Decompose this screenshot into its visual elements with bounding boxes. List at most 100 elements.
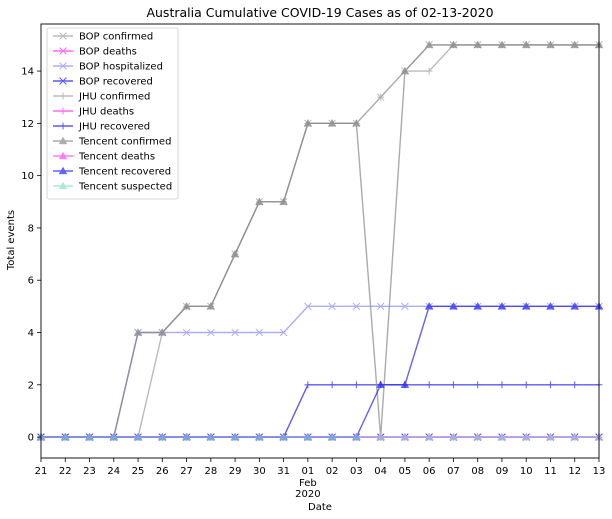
legend-label: Tencent deaths — [78, 152, 155, 163]
series-line — [41, 305, 599, 438]
series-tencent-confirmed — [36, 40, 604, 441]
data-point — [157, 432, 167, 441]
data-point — [546, 432, 555, 441]
data-point — [377, 93, 385, 101]
data-point — [207, 328, 215, 337]
x-tick-label: 30 — [253, 466, 266, 477]
data-point — [425, 67, 433, 75]
x-tick-label: 10 — [520, 466, 533, 477]
data-point — [60, 432, 70, 441]
y-tick-label: 14 — [21, 67, 34, 78]
y-tick-label: 4 — [28, 328, 34, 339]
data-point — [449, 301, 458, 310]
legend-swatch — [53, 122, 73, 130]
data-point — [328, 381, 336, 389]
x-tick-label: 26 — [156, 466, 169, 477]
y-tick-label: 10 — [21, 171, 34, 182]
legend-item: BOP hospitalized — [53, 62, 163, 73]
legend-item: JHU recovered — [53, 122, 150, 133]
data-point — [521, 301, 531, 310]
legend-item: Tencent confirmed — [53, 137, 171, 148]
x-tick-label: 27 — [180, 466, 193, 477]
x-tick-label: 02 — [326, 466, 339, 477]
data-point — [59, 122, 67, 130]
data-point — [230, 249, 240, 258]
x-tick-label: 23 — [83, 466, 96, 477]
series-line — [41, 44, 599, 438]
y-tick-label: 2 — [28, 380, 34, 391]
legend-label: Tencent suspected — [78, 182, 172, 193]
data-point — [474, 381, 482, 389]
data-point — [279, 197, 288, 205]
data-point — [400, 380, 410, 388]
legend-item: JHU confirmed — [53, 92, 150, 103]
plot-frame — [40, 23, 600, 459]
y-tick-label: 0 — [28, 433, 34, 444]
legend-label: BOP deaths — [79, 47, 137, 58]
legend-swatch — [53, 47, 73, 55]
data-point — [570, 301, 580, 310]
data-point — [255, 432, 264, 441]
x-tick-label: 06 — [423, 466, 436, 477]
data-point — [157, 328, 167, 336]
data-point — [425, 381, 433, 389]
data-point — [58, 181, 68, 190]
data-point — [400, 66, 410, 75]
y-tick-label: 12 — [21, 119, 34, 130]
x-tick-label: 22 — [59, 466, 72, 477]
data-point — [182, 328, 191, 337]
data-point — [424, 432, 434, 441]
legend-label: Tencent recovered — [78, 167, 171, 178]
legend-item: JHU deaths — [53, 107, 134, 118]
legend-label: JHU recovered — [78, 122, 150, 133]
data-point — [424, 301, 434, 310]
legend-swatch — [53, 151, 73, 160]
data-point — [182, 301, 191, 310]
data-point — [450, 381, 457, 389]
legend: BOP confirmed BOP deaths BOP hospitalized B… — [46, 27, 179, 200]
x-axis-label: Date — [308, 502, 332, 513]
x-tick-label: 05 — [399, 466, 412, 477]
legend-swatch — [53, 62, 73, 70]
data-point — [449, 432, 458, 441]
legend-item: BOP deaths — [53, 47, 137, 58]
x-tick-label: 24 — [107, 466, 120, 477]
data-point — [304, 381, 312, 389]
data-point — [352, 381, 360, 389]
x-tick-sublabel: Feb — [299, 478, 317, 489]
y-axis-label: Total events — [6, 210, 17, 271]
data-point — [231, 328, 239, 337]
series-line — [41, 305, 599, 438]
y-tick-label: 6 — [28, 276, 34, 287]
data-point — [58, 151, 68, 160]
legend-item: Tencent recovered — [53, 167, 171, 178]
x-tick-label: 09 — [496, 466, 509, 477]
data-point — [521, 432, 531, 441]
series-layer — [36, 40, 604, 441]
x-tick-label: 01 — [302, 466, 315, 477]
data-point — [352, 302, 361, 311]
legend-swatch — [53, 136, 73, 145]
data-point — [58, 136, 68, 145]
data-point — [304, 302, 312, 311]
data-point — [498, 381, 506, 389]
data-point — [255, 328, 264, 337]
data-point — [279, 328, 288, 337]
legend-swatch — [53, 166, 73, 175]
data-point — [522, 381, 530, 389]
x-tick-label: 07 — [447, 466, 460, 477]
data-point — [376, 380, 385, 388]
data-point — [352, 118, 361, 127]
y-tick-label: 8 — [28, 223, 34, 234]
data-point — [546, 301, 555, 310]
data-point — [59, 107, 67, 115]
data-point — [255, 197, 264, 205]
legend-item: BOP confirmed — [53, 32, 153, 43]
x-tick-label: 25 — [132, 466, 145, 477]
series-tencent-recovered — [36, 301, 604, 441]
data-point — [59, 32, 67, 40]
data-point — [206, 432, 216, 441]
data-point — [473, 432, 483, 441]
